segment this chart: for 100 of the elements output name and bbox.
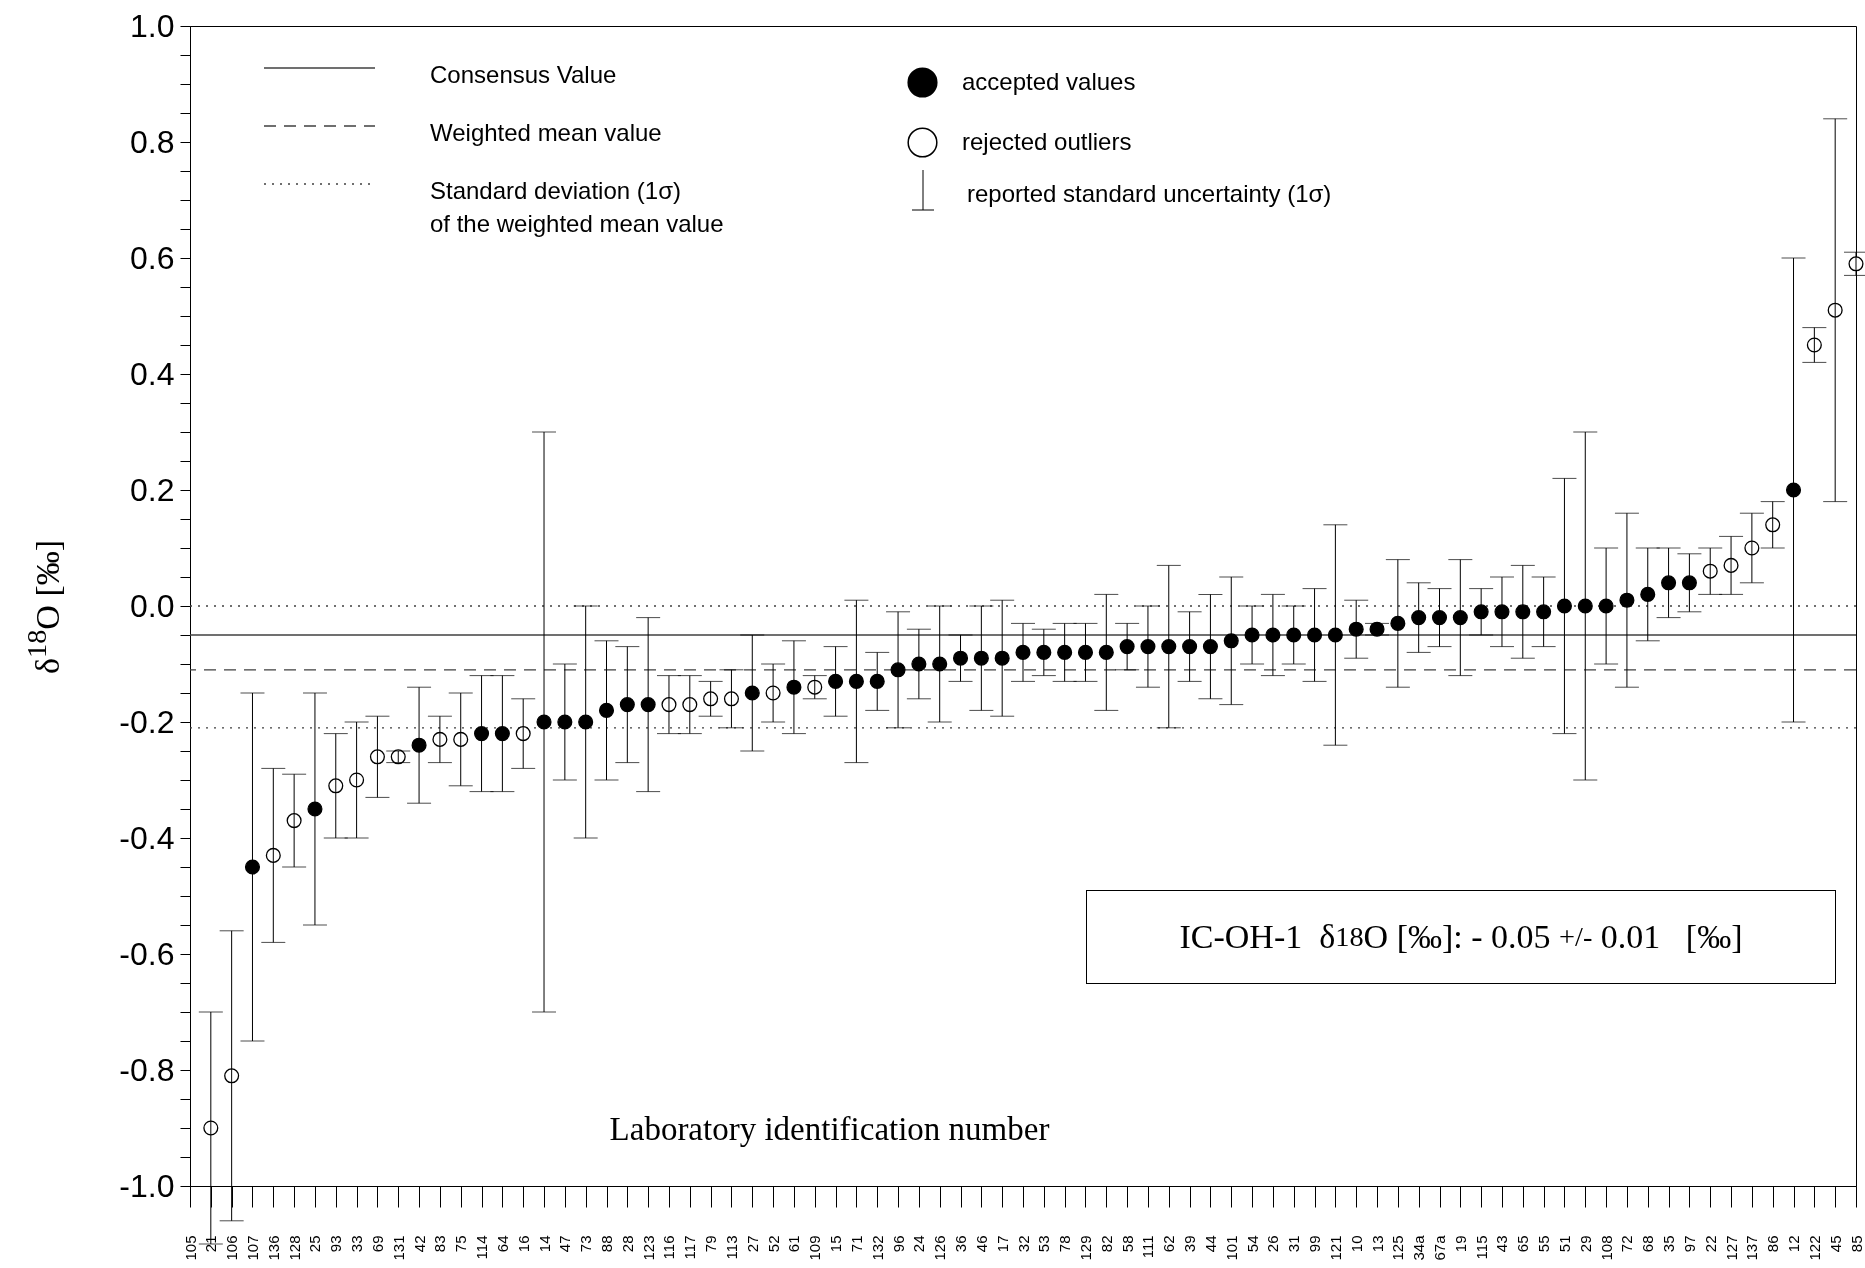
x-tick-label: 129 xyxy=(1076,1235,1094,1261)
point xyxy=(1307,627,1323,643)
x-tick-label: 13 xyxy=(1368,1235,1386,1253)
x-tick-label: 32 xyxy=(1014,1235,1032,1253)
point xyxy=(828,673,844,689)
x-tick-label: 115 xyxy=(1472,1235,1490,1260)
x-tick-label: 52 xyxy=(764,1235,782,1253)
x-tick-label: 137 xyxy=(1743,1235,1761,1261)
x-tick-label: 34a xyxy=(1410,1234,1428,1261)
x-tick-label: 45 xyxy=(1826,1235,1844,1253)
x-tick-label: 122 xyxy=(1805,1235,1823,1261)
x-tick-label: 117 xyxy=(681,1235,699,1260)
x-tick-label: 10 xyxy=(1347,1235,1365,1253)
x-tick-label: 128 xyxy=(285,1235,303,1261)
x-tick-label: 55 xyxy=(1535,1235,1553,1253)
point xyxy=(1202,639,1218,655)
x-tick-label: 99 xyxy=(1306,1235,1324,1253)
x-tick-label: 113 xyxy=(722,1235,740,1260)
x-tick-label: 51 xyxy=(1555,1235,1573,1253)
point xyxy=(1681,575,1697,591)
point xyxy=(994,650,1010,666)
point xyxy=(474,726,490,742)
x-tick-label: 136 xyxy=(264,1235,282,1261)
x-tick-label: 116 xyxy=(660,1235,678,1260)
x-tick-label: 29 xyxy=(1576,1235,1594,1253)
point xyxy=(1348,621,1364,637)
point xyxy=(1661,575,1677,591)
point xyxy=(1431,610,1448,626)
y-tick-label: 0.4 xyxy=(130,355,175,392)
point xyxy=(1785,482,1802,498)
y-tick-label: -0.6 xyxy=(119,935,175,972)
y-tick-label: 0.2 xyxy=(130,471,175,508)
y-tick-label: -0.2 xyxy=(119,703,175,740)
x-tick-label: 79 xyxy=(702,1235,720,1253)
x-tick-label: 12 xyxy=(1785,1235,1803,1253)
point xyxy=(1640,586,1656,602)
x-tick-label: 62 xyxy=(1160,1235,1178,1253)
x-tick-label: 71 xyxy=(847,1235,865,1253)
x-tick-label: 121 xyxy=(1326,1235,1344,1261)
x-tick-label: 28 xyxy=(618,1235,636,1253)
point xyxy=(453,731,469,747)
x-tick-label: 73 xyxy=(577,1235,595,1253)
x-tick-label: 86 xyxy=(1764,1235,1782,1253)
x-tick-label: 58 xyxy=(1118,1235,1136,1253)
x-tick-label: 67a xyxy=(1431,1234,1448,1261)
x-tick-label: 78 xyxy=(1056,1235,1074,1253)
x-tick-label: 33 xyxy=(348,1235,366,1253)
x-tick-label: 21 xyxy=(202,1235,220,1253)
x-tick-label: 97 xyxy=(1680,1235,1698,1253)
x-tick-label: 35 xyxy=(1660,1235,1678,1253)
x-tick-label: 75 xyxy=(452,1235,470,1253)
point xyxy=(1182,639,1198,655)
legend-label: Standard deviation (1σ) of the weighted mean value xyxy=(430,177,724,237)
x-tick-label: 65 xyxy=(1514,1235,1532,1253)
x-tick-label: 85 xyxy=(1847,1235,1865,1253)
x-tick-label: 96 xyxy=(889,1235,907,1253)
point xyxy=(598,702,615,718)
y-tick-label: -0.4 xyxy=(119,819,175,856)
x-tick-label: 27 xyxy=(743,1235,761,1253)
x-tick-label: 19 xyxy=(1451,1235,1469,1253)
point xyxy=(807,679,823,695)
x-tick-label: 131 xyxy=(389,1235,407,1261)
point xyxy=(1536,604,1552,620)
point xyxy=(1036,644,1052,660)
x-tick-label: 14 xyxy=(535,1235,553,1253)
x-tick-label: 43 xyxy=(1493,1235,1511,1253)
x-tick-label: 54 xyxy=(1243,1235,1261,1253)
point xyxy=(265,847,281,863)
x-tick-label: 108 xyxy=(1597,1235,1615,1261)
x-tick-label: 46 xyxy=(972,1235,990,1253)
x-tick-label: 105 xyxy=(181,1235,199,1261)
point xyxy=(619,697,635,713)
point xyxy=(224,1068,240,1084)
point xyxy=(1077,644,1094,660)
point xyxy=(515,726,531,742)
x-tick-label: 64 xyxy=(493,1235,511,1253)
point xyxy=(1411,610,1427,626)
y-tick-label: 0.0 xyxy=(130,587,175,624)
point xyxy=(1515,604,1531,620)
point xyxy=(494,726,510,742)
point xyxy=(848,673,864,689)
x-tick-label: 22 xyxy=(1701,1235,1719,1253)
x-tick-label: 68 xyxy=(1639,1235,1657,1253)
point xyxy=(1827,302,1843,318)
x-tick-label: 44 xyxy=(1201,1235,1219,1253)
point xyxy=(1765,517,1781,533)
point xyxy=(1161,639,1177,655)
y-tick-label: -0.8 xyxy=(119,1051,175,1088)
point xyxy=(1473,604,1489,620)
x-tick-label: 101 xyxy=(1222,1235,1240,1261)
x-tick-label: 61 xyxy=(785,1235,803,1253)
x-tick-label: 15 xyxy=(827,1235,845,1253)
x-tick-label: 31 xyxy=(1285,1235,1303,1253)
point xyxy=(1452,610,1468,626)
x-tick-label: 25 xyxy=(306,1235,324,1253)
point xyxy=(973,650,989,666)
point xyxy=(703,691,719,707)
point xyxy=(244,859,261,875)
x-tick-label: 16 xyxy=(514,1235,532,1253)
x-tick-label: 111 xyxy=(1139,1235,1157,1259)
